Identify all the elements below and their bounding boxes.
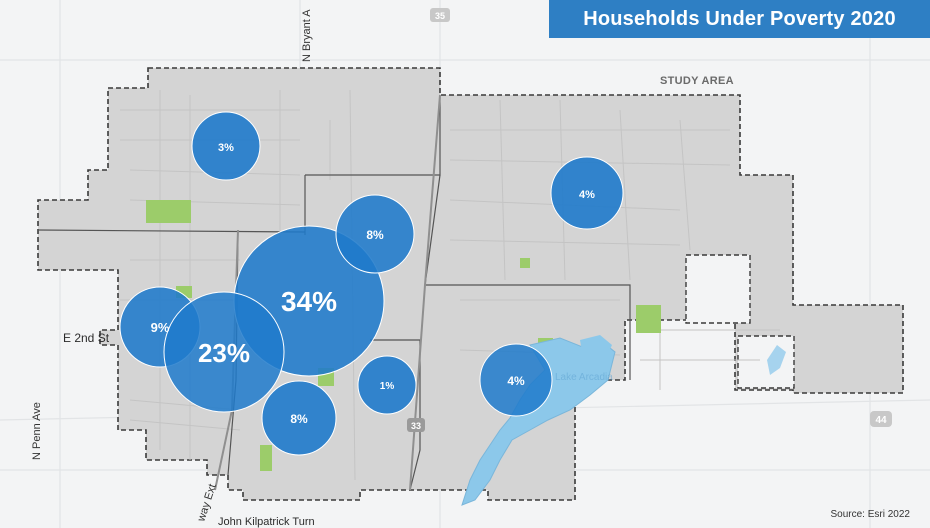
bubble-south-center-label: 1%: [380, 381, 395, 392]
shield-us44-text: 44: [875, 415, 887, 426]
street-label-lake-park: John Kilpatrick Turn: [218, 516, 315, 528]
street-label-broadway: way Ext: [195, 483, 219, 524]
shield-i35: 35: [430, 8, 450, 22]
shield-i35-text: 35: [435, 11, 445, 21]
study-area-label: STUDY AREA: [660, 75, 734, 87]
street-label-second-text: E 2nd St: [63, 331, 110, 345]
bubble-center-small[interactable]: [335, 194, 415, 274]
bubble-labels: 3% 4% 8% 34% 9% 23% 8% 1% 4%: [151, 142, 596, 426]
source-credit: Source: Esri 2022: [830, 509, 911, 520]
bubble-south-center[interactable]: [357, 355, 417, 415]
bubble-south-label: 8%: [290, 412, 308, 426]
bubble-center-large-label: 34%: [281, 286, 337, 317]
map-title: Households Under Poverty 2020: [549, 0, 930, 38]
bubble-sw-large-label: 23%: [198, 338, 250, 368]
bubble-south[interactable]: [261, 380, 337, 456]
bubble-west-label: 9%: [151, 320, 170, 335]
bubble-nw[interactable]: [191, 111, 261, 181]
excluded-area-2: [737, 335, 795, 389]
bubble-ne-label: 4%: [579, 189, 595, 201]
bubble-lake-label: 4%: [507, 374, 525, 388]
bubble-lake[interactable]: [479, 343, 553, 417]
pond: [767, 345, 786, 375]
lake-arm: [580, 335, 612, 365]
street-label-bryant: N Bryant A: [301, 9, 313, 62]
bubble-ne[interactable]: [550, 156, 624, 230]
study-area-polygon: [37, 67, 904, 501]
street-label-second: E 2nd St: [63, 331, 109, 345]
shield-r33: 33: [407, 418, 425, 432]
excluded-area-1: [685, 254, 751, 324]
street-label-penn: N Penn Ave: [31, 402, 43, 460]
bubble-center-small-label: 8%: [366, 228, 384, 242]
lake-label: Lake Arcadia: [555, 372, 613, 383]
shield-r33-text: 33: [411, 421, 421, 431]
bubble-sw-large[interactable]: [163, 291, 285, 413]
poverty-bubbles: [119, 111, 624, 456]
bubble-nw-label: 3%: [218, 142, 234, 154]
shield-us44: 44: [870, 411, 892, 427]
